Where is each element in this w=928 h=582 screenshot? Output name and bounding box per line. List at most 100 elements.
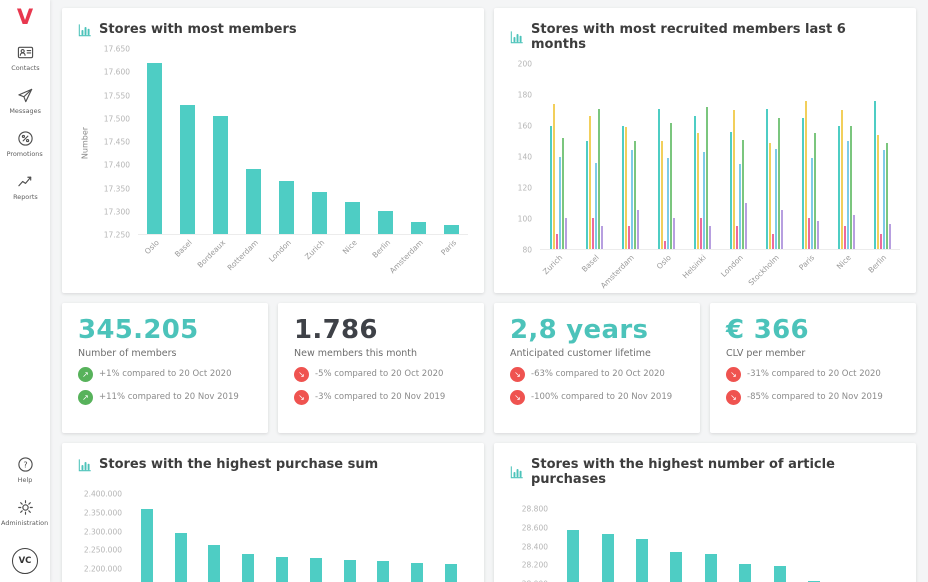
y-tick-label: 17.450: [103, 137, 130, 147]
bar-group: [864, 64, 900, 249]
bar: [670, 551, 683, 582]
y-tick-label: 28.000: [522, 580, 548, 582]
bar: [208, 545, 221, 582]
card-stores-most-recruited: Stores with most recruited members last …: [494, 8, 916, 293]
x-tick-label: Zurich: [302, 238, 326, 262]
trend-down-icon: ↘: [510, 366, 525, 382]
bar: [873, 101, 876, 249]
bar: [597, 108, 600, 249]
trend-badge: ↘ -100% compared to 20 Nov 2019: [510, 389, 684, 405]
bar: [840, 110, 843, 249]
trend-badge: ↗ +11% compared to 20 Nov 2019: [78, 389, 252, 405]
x-tick: Paris: [792, 250, 828, 298]
trend-badge: ↘ -85% compared to 20 Nov 2019: [726, 389, 900, 405]
bar: [309, 558, 322, 582]
bar: [564, 218, 567, 249]
bar: [852, 215, 855, 249]
bar-group: [369, 49, 402, 234]
y-tick-label: 17.650: [103, 44, 130, 54]
bar: [657, 108, 660, 249]
bar: [276, 556, 289, 582]
bar-group: [792, 64, 828, 249]
bar-group: [402, 49, 435, 234]
x-tick-label: Oslo: [142, 238, 161, 257]
bar: [704, 553, 717, 582]
bar: [660, 141, 663, 249]
sidebar-item-administration[interactable]: Administration: [0, 497, 50, 529]
y-tick-label: 180: [517, 90, 532, 100]
app-logo[interactable]: V: [16, 5, 34, 29]
bar: [773, 565, 786, 582]
sidebar-item-reports[interactable]: Reports: [0, 171, 50, 203]
bar: [729, 131, 732, 249]
bar: [345, 201, 360, 234]
y-tick-label: 2.400.000: [83, 489, 122, 499]
bar: [813, 133, 816, 249]
bar-group: [590, 509, 624, 582]
bar-group: [400, 494, 434, 582]
recruited-bar-chart: 200 180 160 140 120 100 80 Zurich Basel Amsterda…: [510, 60, 900, 298]
trend-up-icon: ↗: [78, 389, 93, 405]
bar-group: [831, 509, 865, 582]
sidebar-item-contacts[interactable]: Contacts: [0, 42, 50, 74]
bar: [627, 225, 630, 249]
chart-title: Stores with most recruited members last …: [531, 22, 846, 52]
y-tick-label: 28.400: [521, 542, 548, 551]
purchase-sum-bar-chart: 2.400.000 2.350.000 2.300.000 2.250.000 2.20…: [78, 490, 468, 582]
x-tick-label: Oslo: [654, 253, 673, 272]
bar: [808, 580, 821, 582]
card-highest-purchase-sum: Stores with the highest purchase sum 2.4…: [62, 443, 484, 582]
bar-group: [164, 494, 198, 582]
x-tick-label: Nice: [340, 238, 359, 256]
x-tick: Paris: [435, 235, 468, 283]
bar: [699, 218, 702, 249]
bar: [741, 139, 744, 249]
bar: [744, 202, 747, 249]
kpi-card-number-of-members: 345.205 Number of members ↗ +1% compared…: [62, 303, 268, 433]
bar: [636, 210, 639, 249]
y-tick-label: 17.600: [103, 67, 130, 77]
y-tick-label: 80: [522, 245, 532, 255]
kpi-value: 345.205: [78, 315, 199, 345]
bar-group: [866, 509, 900, 582]
bar: [601, 534, 614, 582]
x-tick: Oslo: [648, 250, 684, 298]
trend-badge: ↘ -31% compared to 20 Oct 2020: [726, 366, 900, 382]
y-tick-label: 17.550: [103, 91, 130, 100]
bar: [624, 127, 627, 249]
bar-chart-icon: [510, 466, 523, 479]
bar: [663, 241, 666, 249]
card-header: Stores with the highest number of articl…: [510, 457, 900, 487]
chart-title: Stores with the highest purchase sum: [99, 457, 379, 472]
bar: [552, 104, 555, 249]
bar-group: [204, 49, 237, 234]
chart-body: 200 180 160 140 120 100 80 Zurich Basel Amsterda…: [510, 60, 900, 298]
bar: [882, 150, 885, 249]
help-icon: ?: [17, 457, 33, 472]
bar: [846, 141, 849, 249]
x-tick: Zurich: [303, 235, 336, 283]
plot-area: [556, 509, 900, 582]
x-labels: Oslo Basel Bordeaux Rotterdam London Zurich Ni…: [138, 235, 468, 283]
bar: [885, 142, 888, 249]
y-tick-label: 100: [517, 214, 532, 224]
chart-body: 28.800 28.600 28.400 28.200 28.000: [510, 505, 900, 582]
x-tick-label: Berlin: [866, 253, 889, 275]
trend-text: -3% compared to 20 Nov 2019: [315, 392, 446, 403]
bar-group: [797, 509, 831, 582]
bar: [242, 553, 255, 582]
y-tick-label: 120: [517, 183, 532, 193]
main-content: Stores with most members Number 17.650 17…: [50, 0, 928, 582]
bar: [555, 233, 558, 249]
sidebar-item-messages[interactable]: Messages: [0, 85, 50, 117]
messages-icon: [17, 88, 32, 103]
bar-group: [303, 49, 336, 234]
bar: [377, 561, 390, 582]
user-avatar[interactable]: VC: [12, 548, 38, 574]
sidebar-item-promotions[interactable]: Promotions: [0, 128, 50, 160]
bar: [702, 151, 705, 249]
bar-group: [367, 494, 401, 582]
bar: [735, 225, 738, 249]
sidebar-item-help[interactable]: ? Help: [0, 454, 50, 486]
bar: [732, 110, 735, 249]
